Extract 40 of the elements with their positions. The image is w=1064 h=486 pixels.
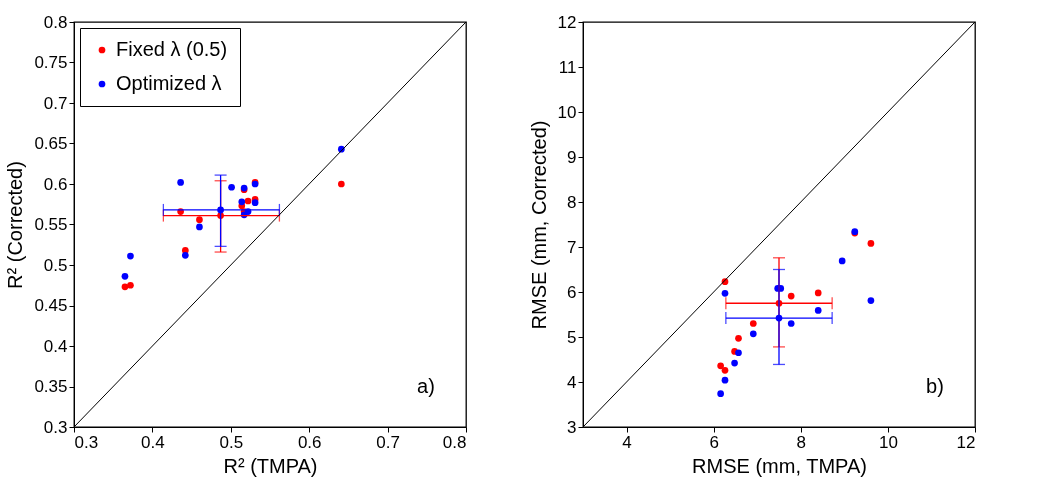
x-tick-label: 0.7 bbox=[376, 432, 400, 452]
y-tick-label: 0.8 bbox=[43, 12, 68, 32]
x-tick-label: 0.5 bbox=[219, 432, 244, 452]
y-axis-title: RMSE (mm, Corrected) bbox=[527, 120, 550, 330]
x-tick-label: 6 bbox=[709, 432, 719, 452]
y-tick-label: 0.6 bbox=[43, 174, 68, 194]
y-tick-label: 0.35 bbox=[34, 377, 68, 396]
y-axis-title: R² (Corrected) bbox=[4, 161, 27, 289]
y-tick-label: 9 bbox=[567, 147, 577, 167]
y-tick-label: 0.45 bbox=[34, 296, 68, 315]
y-tick-label: 6 bbox=[567, 282, 577, 302]
legend-label: Optimized λ bbox=[116, 72, 222, 94]
y-tick-label: 0.5 bbox=[43, 255, 68, 275]
y-tick-label: 0.7 bbox=[43, 93, 68, 113]
y-tick-label: 4 bbox=[567, 372, 577, 392]
y-tick-label: 0.55 bbox=[34, 215, 68, 234]
y-tick-label: 0.4 bbox=[43, 336, 68, 356]
y-tick-label: 5 bbox=[567, 327, 577, 347]
x-axis-title: RMSE (mm, TMPA) bbox=[692, 454, 867, 477]
annotation: b) bbox=[926, 375, 944, 397]
x-tick-label: 0.3 bbox=[74, 432, 99, 452]
y-tick-label: 0.65 bbox=[34, 134, 68, 153]
x-tick-label: 8 bbox=[796, 432, 807, 452]
x-tick-label: 0.4 bbox=[141, 432, 165, 452]
y-tick-label: 0.3 bbox=[43, 417, 68, 437]
x-tick-label: 0.6 bbox=[297, 432, 322, 452]
y-tick-label: 11 bbox=[558, 57, 577, 77]
y-tick-label: 7 bbox=[567, 237, 577, 257]
y-tick-label: 12 bbox=[557, 12, 577, 32]
y-tick-label: 10 bbox=[557, 102, 577, 122]
x-axis-title: R² (TMPA) bbox=[223, 454, 318, 477]
y-tick-label: 0.75 bbox=[34, 53, 68, 72]
y-tick-label: 3 bbox=[567, 417, 577, 437]
x-tick-label: 12 bbox=[956, 432, 976, 452]
legend-label: Fixed λ (0.5) bbox=[116, 38, 228, 60]
y-tick-label: 8 bbox=[567, 192, 577, 212]
x-tick-label: 4 bbox=[622, 432, 632, 452]
x-tick-label: 10 bbox=[878, 432, 898, 452]
x-tick-label: 0.8 bbox=[442, 432, 467, 452]
annotation: a) bbox=[417, 375, 435, 397]
